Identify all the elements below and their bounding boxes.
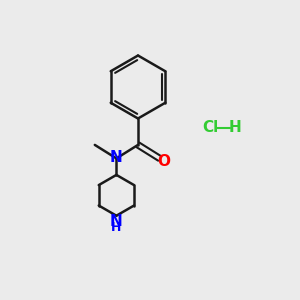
Text: N: N [110,150,122,165]
Text: O: O [158,154,171,169]
Text: H: H [228,120,241,135]
Text: Cl: Cl [202,120,218,135]
Text: H: H [111,221,122,234]
Text: N: N [110,214,123,229]
